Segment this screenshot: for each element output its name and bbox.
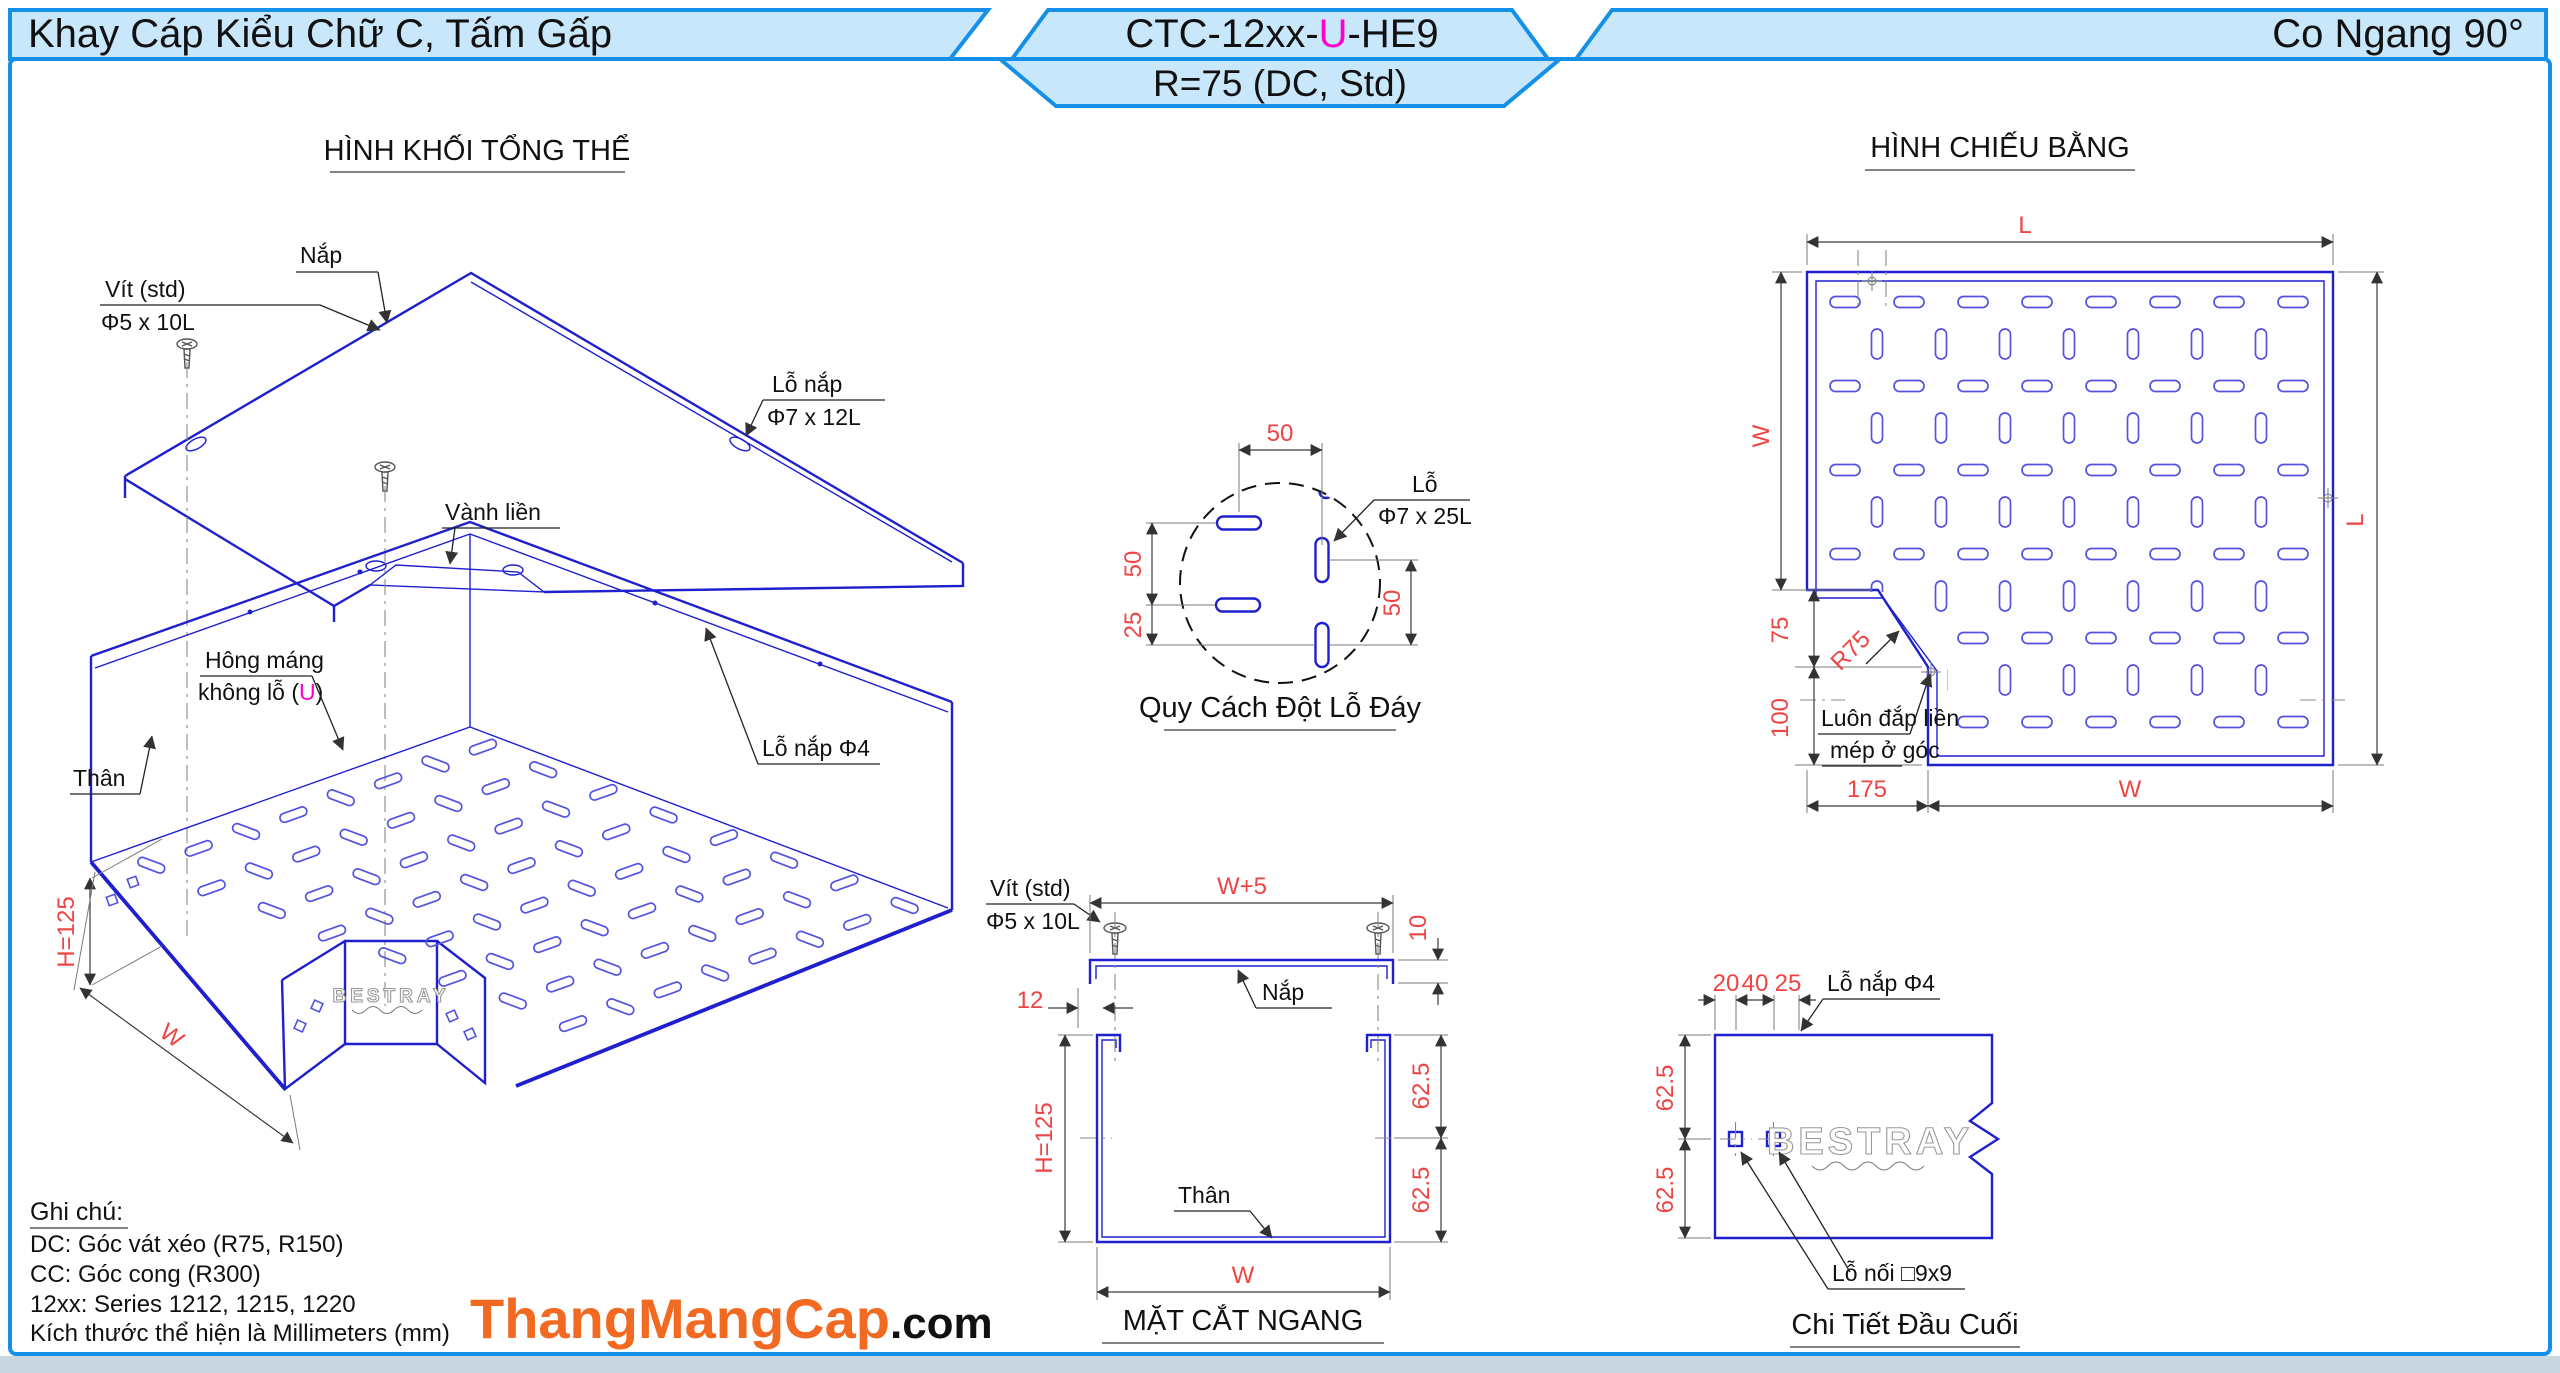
label-vit-1: Vít (std) [105, 276, 186, 302]
dim-wp5: W+5 [1217, 873, 1267, 900]
notes-block: Ghi chú: DC: Góc vát xéo (R75, R150) CC:… [30, 1198, 450, 1347]
end-detail-title: Chi Tiết Đầu Cuối [1791, 1309, 2018, 1341]
section-title: MẶT CẮT NGANG [1123, 1303, 1364, 1337]
end-detail-dims: 20 40 25 62.5 62.5 [1652, 970, 1816, 1239]
label-nap: Nắp [300, 242, 342, 268]
sec-label-than: Thân [1178, 1182, 1230, 1208]
iso-screw-2 [374, 461, 396, 492]
iso-cover [123, 271, 965, 622]
iso-view: HÌNH KHỐI TỔNG THỂ [53, 133, 965, 1151]
header-banner-center: CTC-12xx-U-HE9 R=75 (DC, Std) [994, 8, 1566, 108]
product-code: CTC-12xx-U-HE9 [1125, 12, 1438, 56]
dim-625-b: 62.5 [1408, 1167, 1435, 1214]
iso-wall-holes [105, 875, 477, 1041]
plan-dims: L W L 75 100 R75 175 W [1748, 212, 2384, 813]
plan-view: HÌNH CHIẾU BẰNG L W L [1748, 130, 2384, 813]
sec-label-vit-2: Φ5 x 10L [986, 908, 1080, 934]
end-watermark: BESTRAY [1767, 1121, 1973, 1163]
radius-note: R=75 (DC, Std) [1153, 63, 1407, 104]
iso-watermark: BESTRAY [332, 986, 449, 1007]
notes-line-3: 12xx: Series 1212, 1215, 1220 [30, 1291, 356, 1318]
hong-u: U [299, 679, 316, 705]
section-labels: Vít (std) Φ5 x 10L Nắp Thân [986, 875, 1332, 1239]
footer-logo: ThangMangCap.com [470, 1287, 993, 1350]
sec-label-vit-1: Vít (std) [990, 875, 1071, 901]
label-than: Thân [73, 765, 125, 791]
section-view: Vít (std) Φ5 x 10L Nắp Thân W+5 10 12 [986, 873, 1448, 1344]
dim-W-left: W [1748, 424, 1775, 447]
plan-perforation [1829, 295, 2309, 729]
dim-L-right: L [2342, 513, 2369, 526]
corner-note-2: mép ở góc [1830, 737, 1940, 763]
iso-screw-1 [176, 338, 198, 369]
dim-75: 75 [1767, 617, 1794, 644]
dim-625-left-b: 62.5 [1652, 1167, 1679, 1214]
dim-40: 40 [1742, 970, 1769, 997]
fitting-type: Co Ngang 90° [2272, 12, 2524, 56]
dim-50-top: 50 [1267, 420, 1294, 447]
end-detail-labels: Lỗ nắp Φ4 Lỗ nối □9x9 [1740, 970, 1965, 1290]
label-vit-2: Φ5 x 10L [101, 309, 195, 335]
corner-note-1: Luôn đắp liền [1821, 705, 1959, 731]
label-vanh-lien: Vành liền [445, 499, 541, 525]
label-lo-nap4: Lỗ nắp Φ4 [762, 735, 870, 761]
dim-625-a: 62.5 [1408, 1063, 1435, 1110]
iso-labels: Nắp Vít (std) Φ5 x 10L Lỗ nắp Φ7 x 12L V… [70, 242, 885, 795]
label-lo-nap-1: Lỗ nắp [772, 371, 842, 397]
section-dims: W+5 10 12 H=125 62.5 62.5 W [1017, 873, 1448, 1300]
dim-625-left-a: 62.5 [1652, 1065, 1679, 1112]
label-lo-noi: Lỗ nối □9x9 [1832, 1260, 1952, 1286]
iso-floor-perforation [137, 738, 919, 1033]
label-hong-mang-2: không lỗ (U) [198, 679, 323, 705]
logo-text: ThangMangCap.com [470, 1287, 993, 1350]
sheet-title: Khay Cáp Kiểu Chữ C, Tấm Gấp [28, 12, 612, 56]
plan-title: HÌNH CHIẾU BẰNG [1870, 130, 2129, 164]
hole-detail-title: Quy Cách Đột Lỗ Đáy [1139, 691, 1422, 724]
code-suffix: -HE9 [1348, 12, 1439, 56]
plan-corner-note: Luôn đắp liền mép ở góc [1818, 673, 1959, 767]
dim-50-left: 50 [1120, 551, 1147, 578]
dim-L-top: L [2018, 212, 2031, 239]
dim-175: 175 [1847, 776, 1887, 803]
hole-detail: 50 50 25 50 Lỗ Φ7 x 25L Quy Cách Đột Lỗ … [1120, 420, 1472, 731]
dim-25: 25 [1775, 970, 1802, 997]
code-prefix: CTC-12xx- [1125, 12, 1318, 56]
dim-W-bottom: W [2119, 776, 2142, 803]
hong-text: không lỗ ( [198, 679, 299, 705]
dim-100: 100 [1767, 698, 1794, 738]
dim-12: 12 [1017, 987, 1044, 1014]
notes-title: Ghi chú: [30, 1198, 123, 1226]
dim-50-right: 50 [1379, 590, 1406, 617]
header-banner-left: Khay Cáp Kiểu Chữ C, Tấm Gấp [8, 8, 993, 61]
sec-label-nap: Nắp [1262, 979, 1304, 1005]
dim-h125: H=125 [1031, 1102, 1058, 1173]
dim-25-left: 25 [1120, 612, 1147, 639]
logo-suffix: .com [890, 1299, 993, 1348]
notes-line-2: CC: Góc cong (R300) [30, 1261, 261, 1288]
label-lo-nap-phi4: Lỗ nắp Φ4 [1827, 970, 1935, 996]
dim-w-bottom: W [1232, 1262, 1255, 1289]
label-lo: Lỗ [1412, 471, 1438, 497]
dim-10: 10 [1405, 915, 1432, 942]
notes-line-4: Kích thước thể hiện là Millimeters (mm) [30, 1320, 450, 1347]
dim-iso-h: H=125 [53, 896, 80, 967]
code-highlight: U [1319, 12, 1348, 56]
iso-title: HÌNH KHỐI TỔNG THỂ [324, 133, 631, 167]
header-banner-right: Co Ngang 90° [1572, 8, 2548, 61]
dim-20: 20 [1713, 970, 1740, 997]
iso-body: BESTRAY [89, 520, 954, 1092]
end-detail: BESTRAY 20 40 25 62.5 62.5 Lỗ nắp Φ4 [1652, 970, 2020, 1348]
notes-line-1: DC: Góc vát xéo (R75, R150) [30, 1231, 343, 1258]
label-lo-nap-2: Φ7 x 12L [767, 404, 861, 430]
hong-close: ) [316, 679, 324, 705]
label-hong-mang-1: Hông máng [205, 647, 324, 673]
logo-main: ThangMangCap [470, 1287, 890, 1350]
label-lo-size: Φ7 x 25L [1378, 503, 1472, 529]
hole-detail-dims: 50 50 25 50 Lỗ Φ7 x 25L [1120, 420, 1472, 646]
